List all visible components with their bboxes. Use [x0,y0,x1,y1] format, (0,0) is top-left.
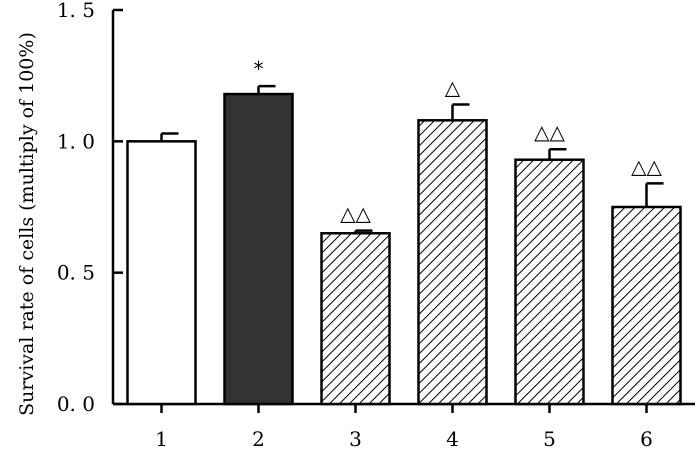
bar-4 [417,119,488,406]
y-tick-label: 0. 5 [57,261,95,285]
bar-3 [320,232,391,406]
bar-5 [514,158,585,406]
significance-marker: △△ [534,120,565,144]
significance-marker: △△ [340,202,371,226]
y-tick-label: 1. 5 [57,0,95,22]
y-axis-label: Survival rate of cells (multiply of 100%… [16,32,38,416]
x-tick-label: 3 [349,427,362,451]
significance-marker: △ [445,76,461,100]
x-tick-label: 2 [252,427,265,451]
bar-2 [223,92,294,406]
bar-1 [126,140,197,406]
x-tick-label: 5 [543,427,556,451]
y-tick-label: 0. 0 [57,392,95,416]
significance-marker: △△ [631,154,662,178]
x-tick-label: 4 [446,427,459,451]
plot-area: 0. 0 0. 5 1. 0 1. 5 1 2 * 3 △△ 4 △ 5 △△ 6 △△ [57,0,695,451]
y-tick-label: 1. 0 [57,129,95,153]
significance-marker: * [254,57,264,81]
x-tick-label: 1 [155,427,168,451]
x-tick-label: 6 [640,427,653,451]
bar-6 [611,205,682,406]
